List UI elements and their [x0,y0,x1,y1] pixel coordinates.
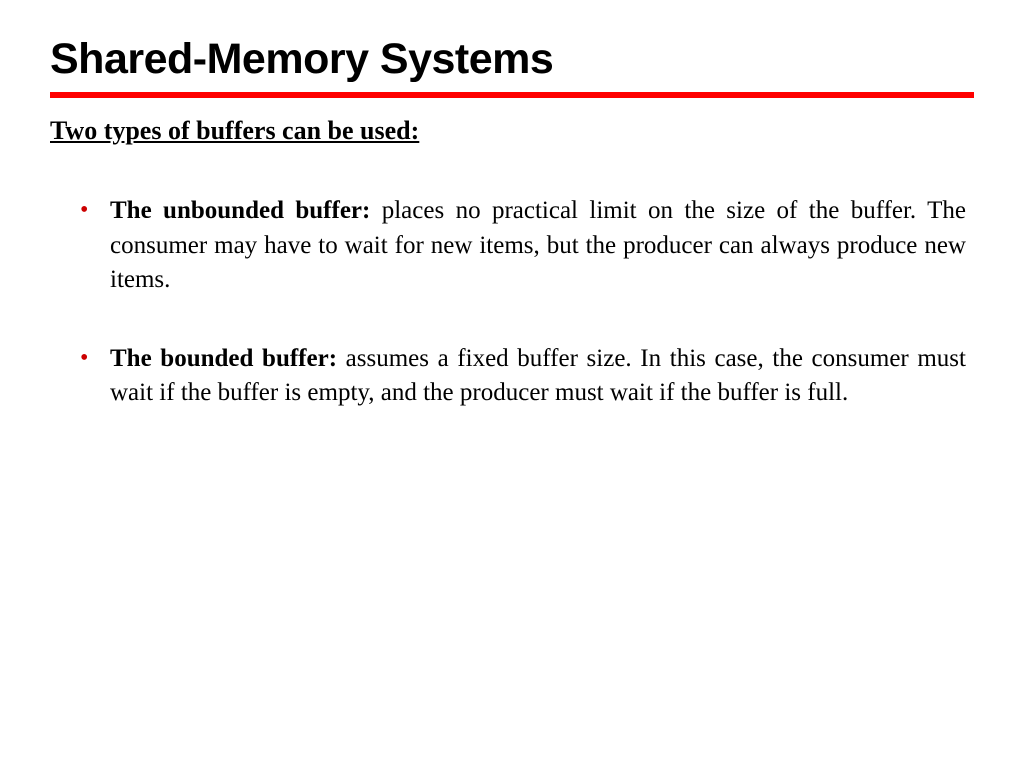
slide-subheading: Two types of buffers can be used: [50,116,974,146]
bullet-list: The unbounded buffer: places no practica… [50,194,974,411]
bullet-lead: The bounded buffer: [110,345,337,372]
title-underline [50,92,974,98]
bullet-lead: The unbounded buffer: [110,197,370,224]
list-item: The bounded buffer: assumes a fixed buff… [80,342,974,411]
list-item: The unbounded buffer: places no practica… [80,194,974,298]
slide-title: Shared-Memory Systems [50,35,974,92]
